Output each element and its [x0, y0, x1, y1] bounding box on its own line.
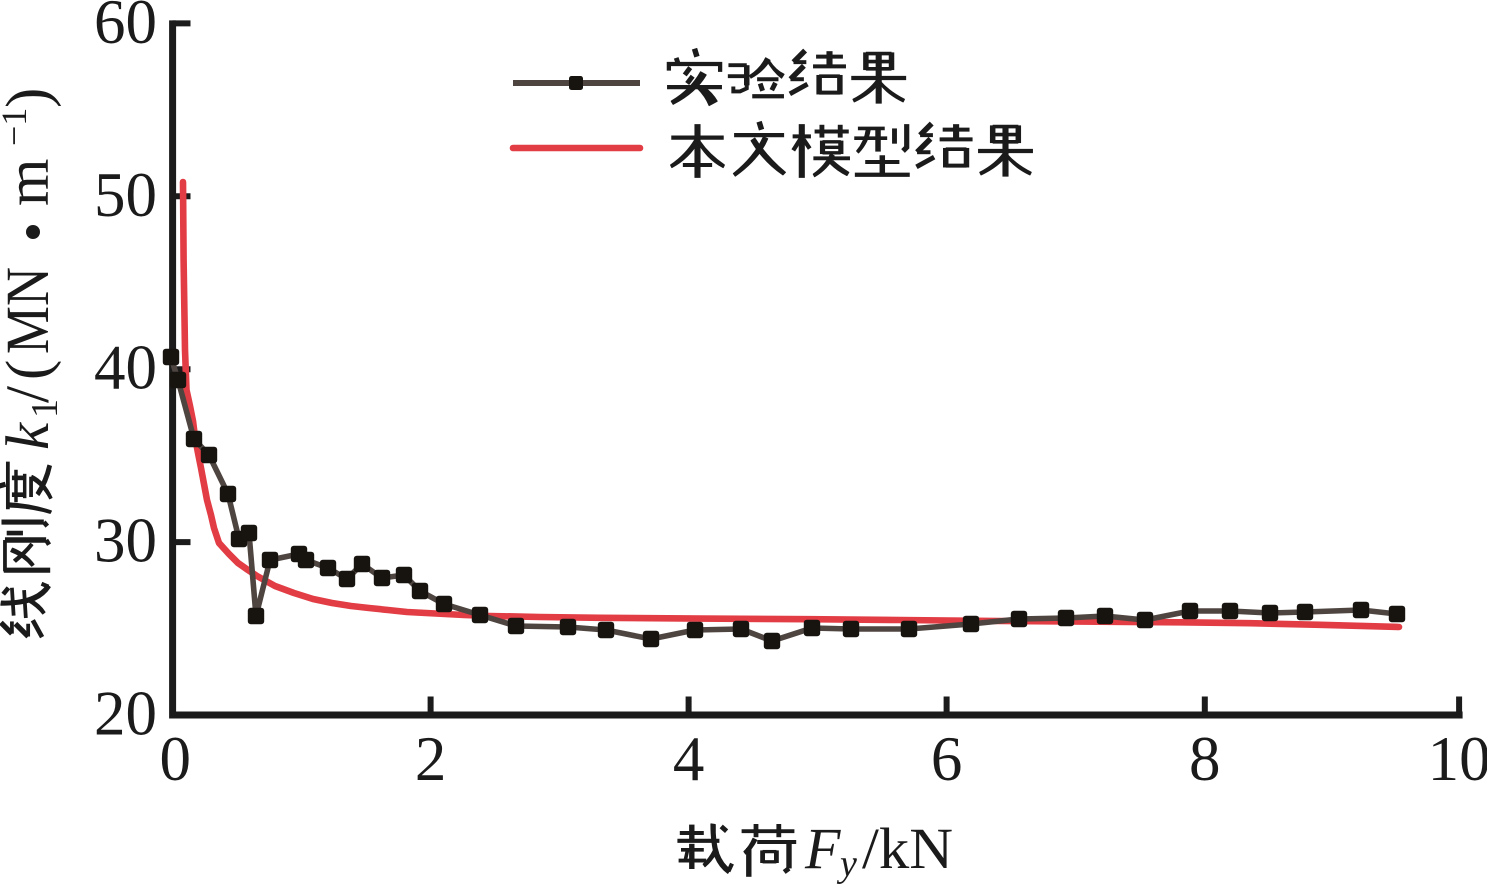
svg-text:8: 8 [1189, 724, 1221, 794]
svg-text:4: 4 [673, 724, 705, 794]
svg-text:k: k [0, 422, 62, 450]
svg-text:20: 20 [94, 679, 157, 749]
svg-text:50: 50 [94, 160, 157, 230]
svg-text:): ) [0, 88, 62, 108]
svg-text:6: 6 [931, 724, 963, 794]
svg-text:60: 60 [94, 0, 157, 57]
svg-text:/: / [0, 386, 62, 403]
svg-text:y: y [836, 843, 857, 885]
svg-text:/kN: /kN [862, 816, 953, 881]
svg-text:MN: MN [0, 267, 62, 354]
svg-text:40: 40 [94, 333, 157, 403]
svg-text:m: m [0, 159, 62, 206]
svg-text:1: 1 [24, 399, 66, 418]
svg-text:0: 0 [160, 724, 192, 794]
svg-text:F: F [804, 816, 841, 881]
svg-text:10: 10 [1428, 724, 1487, 794]
svg-text:30: 30 [94, 506, 157, 576]
svg-text:(: ( [0, 360, 62, 380]
svg-text:−1: −1 [0, 108, 34, 146]
svg-text:2: 2 [415, 724, 447, 794]
